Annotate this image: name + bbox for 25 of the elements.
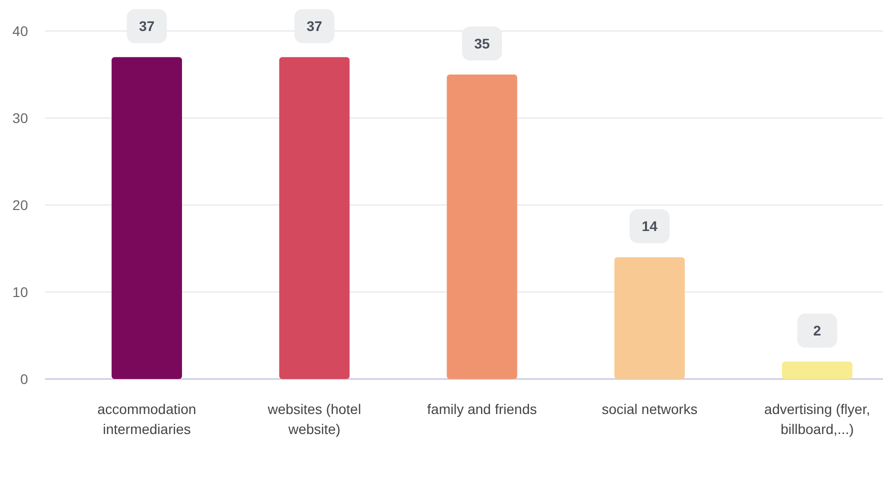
x-tick-label: websites (hotel website) [266, 401, 362, 437]
bar [112, 57, 182, 379]
y-tick-label: 30 [12, 110, 28, 126]
data-label: 2 [813, 322, 822, 339]
label-box: 35 [462, 26, 502, 60]
bar [279, 57, 350, 379]
y-tick-label: 20 [12, 196, 28, 213]
bar [446, 74, 518, 379]
x-tick-label: family and friends [427, 401, 537, 417]
x-tick-label: advertising (flyer, billboard,...) [764, 401, 870, 437]
x-tick-label: accommodation intermediaries [97, 401, 196, 437]
bar [614, 257, 685, 379]
y-tick-label: 0 [20, 370, 28, 387]
data-label: 14 [642, 218, 658, 234]
x-tick-label: social networks [602, 401, 698, 417]
data-label: 35 [474, 36, 490, 52]
label-box: 37 [126, 9, 167, 44]
y-tick-label: 10 [12, 284, 28, 300]
bar [782, 362, 852, 379]
data-label: 37 [139, 18, 155, 34]
label-box: 14 [630, 209, 670, 244]
data-label: 37 [306, 18, 322, 34]
label-box: 2 [797, 314, 838, 348]
label-box: 37 [294, 9, 334, 44]
y-tick-label: 40 [12, 22, 28, 39]
